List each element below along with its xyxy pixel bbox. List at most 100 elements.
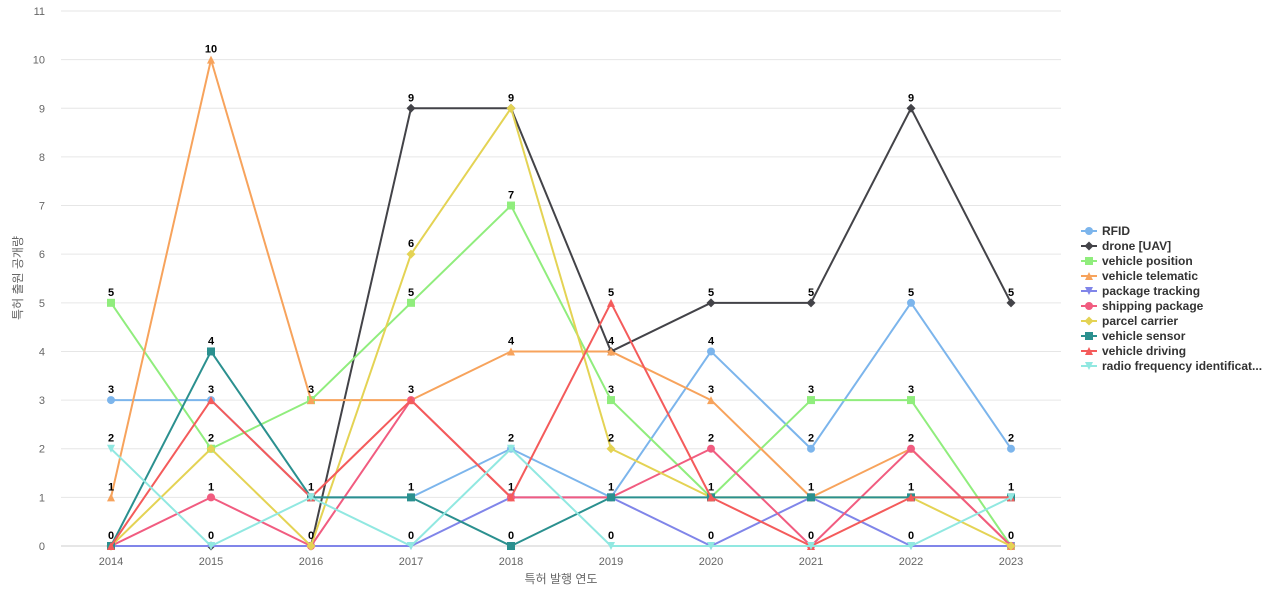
data-point[interactable]	[507, 201, 515, 210]
y-tick-label: 0	[39, 541, 45, 553]
series-line	[111, 107, 1012, 547]
y-tick-label: 9	[39, 103, 45, 115]
data-label: 0	[308, 530, 314, 542]
legend-item[interactable]: radio frequency identificat...	[1081, 359, 1262, 373]
legend-marker[interactable]	[1085, 362, 1093, 370]
data-point[interactable]	[107, 542, 115, 550]
legend-item[interactable]: drone [UAV]	[1081, 239, 1171, 253]
data-point[interactable]	[606, 444, 616, 454]
data-point[interactable]	[107, 444, 115, 453]
data-point[interactable]	[307, 493, 315, 502]
legend-marker[interactable]	[1085, 287, 1093, 295]
data-point[interactable]	[907, 542, 915, 550]
data-point[interactable]	[607, 542, 615, 550]
data-point[interactable]	[907, 396, 915, 405]
data-point[interactable]	[907, 298, 915, 307]
data-label: 2	[908, 433, 914, 445]
data-point[interactable]	[907, 444, 915, 453]
data-point[interactable]	[707, 396, 715, 405]
data-point[interactable]	[406, 103, 416, 113]
data-point[interactable]	[706, 298, 716, 308]
data-point[interactable]	[407, 542, 415, 550]
data-point[interactable]	[507, 542, 515, 550]
data-point[interactable]	[306, 541, 316, 551]
data-point[interactable]	[607, 396, 615, 405]
data-point[interactable]	[707, 444, 715, 453]
data-label: 0	[708, 530, 714, 542]
data-point[interactable]	[207, 396, 215, 405]
legend-item[interactable]: vehicle driving	[1081, 344, 1186, 358]
data-point[interactable]	[707, 347, 715, 356]
data-point[interactable]	[807, 444, 815, 453]
data-label: 5	[808, 287, 814, 299]
data-point[interactable]	[207, 55, 215, 64]
data-point[interactable]	[707, 493, 715, 502]
data-point[interactable]	[1006, 541, 1016, 551]
legend-marker[interactable]	[1085, 302, 1093, 310]
data-label: 3	[108, 384, 114, 396]
data-point[interactable]	[207, 347, 215, 356]
data-point[interactable]	[906, 103, 916, 113]
data-point[interactable]	[107, 396, 115, 405]
legend-marker[interactable]	[1085, 332, 1093, 340]
legend-marker[interactable]	[1085, 347, 1093, 355]
data-label: 2	[608, 433, 614, 445]
legend-item[interactable]: RFID	[1081, 224, 1130, 238]
data-label: 1	[408, 481, 414, 493]
data-point[interactable]	[907, 493, 915, 502]
data-label: 0	[608, 530, 614, 542]
legend-marker[interactable]	[1084, 316, 1094, 326]
data-label: 4	[208, 335, 215, 347]
data-point[interactable]	[806, 298, 816, 308]
legend-item[interactable]: vehicle sensor	[1081, 329, 1186, 343]
legend-item[interactable]: parcel carrier	[1081, 314, 1178, 328]
data-point[interactable]	[407, 396, 415, 405]
data-point[interactable]	[607, 298, 615, 307]
data-label: 3	[208, 384, 214, 396]
x-tick-label: 2019	[599, 556, 623, 568]
x-tick-label: 2023	[999, 556, 1023, 568]
data-point[interactable]	[107, 493, 115, 502]
data-point[interactable]	[507, 493, 515, 502]
data-point[interactable]	[206, 444, 216, 454]
legend-marker[interactable]	[1084, 241, 1094, 251]
data-point[interactable]	[406, 249, 416, 259]
data-label: 2	[508, 433, 514, 445]
data-point[interactable]	[807, 542, 815, 550]
legend-item[interactable]: package tracking	[1081, 284, 1200, 298]
data-label: 3	[308, 384, 314, 396]
data-label: 9	[908, 92, 914, 104]
legend-item[interactable]: shipping package	[1081, 299, 1204, 313]
data-label: 4	[608, 335, 615, 347]
legend-marker[interactable]	[1085, 272, 1093, 280]
legend-marker[interactable]	[1085, 257, 1093, 265]
data-point[interactable]	[506, 103, 516, 113]
data-label: 2	[108, 433, 114, 445]
x-tick-label: 2018	[499, 556, 523, 568]
data-point[interactable]	[707, 542, 715, 550]
data-point[interactable]	[1006, 298, 1016, 308]
data-point[interactable]	[1007, 493, 1015, 502]
legend-marker[interactable]	[1085, 227, 1093, 235]
data-point[interactable]	[107, 298, 115, 307]
data-point[interactable]	[807, 493, 815, 502]
data-label: 1	[708, 481, 714, 493]
legend-item[interactable]: vehicle position	[1081, 254, 1193, 268]
data-label: 2	[1008, 433, 1014, 445]
data-label: 2	[208, 433, 214, 445]
data-point[interactable]	[207, 493, 215, 502]
data-point[interactable]	[407, 298, 415, 307]
data-point[interactable]	[607, 347, 615, 356]
data-point[interactable]	[807, 396, 815, 405]
data-point[interactable]	[407, 493, 415, 502]
data-point[interactable]	[507, 347, 515, 356]
legend-item[interactable]: vehicle telematic	[1081, 269, 1198, 283]
data-label: 1	[808, 481, 814, 493]
data-label: 0	[1008, 530, 1014, 542]
data-point[interactable]	[307, 396, 315, 405]
data-point[interactable]	[607, 493, 615, 502]
data-point[interactable]	[1007, 444, 1015, 453]
data-point[interactable]	[207, 542, 215, 550]
data-point[interactable]	[507, 444, 515, 453]
